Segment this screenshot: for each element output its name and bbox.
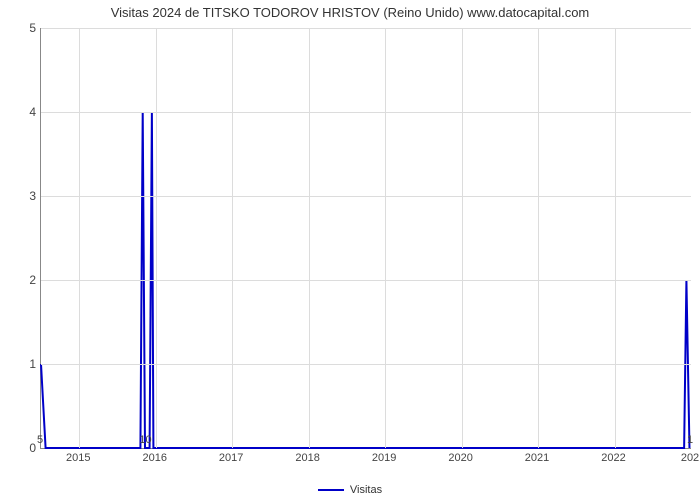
x-secondary-label: 5	[37, 434, 43, 446]
grid-h	[41, 112, 691, 113]
x-tick-label: 2018	[295, 452, 319, 464]
y-tick-label: 3	[20, 189, 36, 203]
chart-container: Visitas 2024 de TITSKO TODOROV HRISTOV (…	[0, 0, 700, 500]
grid-v	[232, 28, 233, 448]
x-secondary-label: 10	[139, 434, 151, 446]
plot-area	[40, 28, 691, 449]
grid-v	[615, 28, 616, 448]
grid-v	[156, 28, 157, 448]
legend-swatch	[318, 489, 344, 491]
grid-v	[309, 28, 310, 448]
x-tick-label: 2020	[448, 452, 472, 464]
y-tick-label: 0	[20, 441, 36, 455]
grid-h	[41, 28, 691, 29]
x-tick-label: 202	[681, 452, 699, 464]
x-tick-label: 2022	[601, 452, 625, 464]
chart-title: Visitas 2024 de TITSKO TODOROV HRISTOV (…	[0, 5, 700, 20]
x-tick-label: 2015	[66, 452, 90, 464]
grid-v	[385, 28, 386, 448]
y-tick-label: 5	[20, 21, 36, 35]
line-layer	[41, 28, 691, 448]
legend: Visitas	[0, 484, 700, 496]
grid-h	[41, 196, 691, 197]
x-tick-label: 2016	[142, 452, 166, 464]
legend-label: Visitas	[350, 484, 382, 496]
grid-h	[41, 280, 691, 281]
x-tick-label: 2017	[219, 452, 243, 464]
y-tick-label: 4	[20, 105, 36, 119]
y-tick-label: 1	[20, 357, 36, 371]
x-secondary-label: 1	[687, 434, 693, 446]
x-tick-label: 2021	[525, 452, 549, 464]
grid-v	[462, 28, 463, 448]
x-tick-label: 2019	[372, 452, 396, 464]
grid-v	[79, 28, 80, 448]
y-tick-label: 2	[20, 273, 36, 287]
grid-h	[41, 364, 691, 365]
grid-v	[538, 28, 539, 448]
